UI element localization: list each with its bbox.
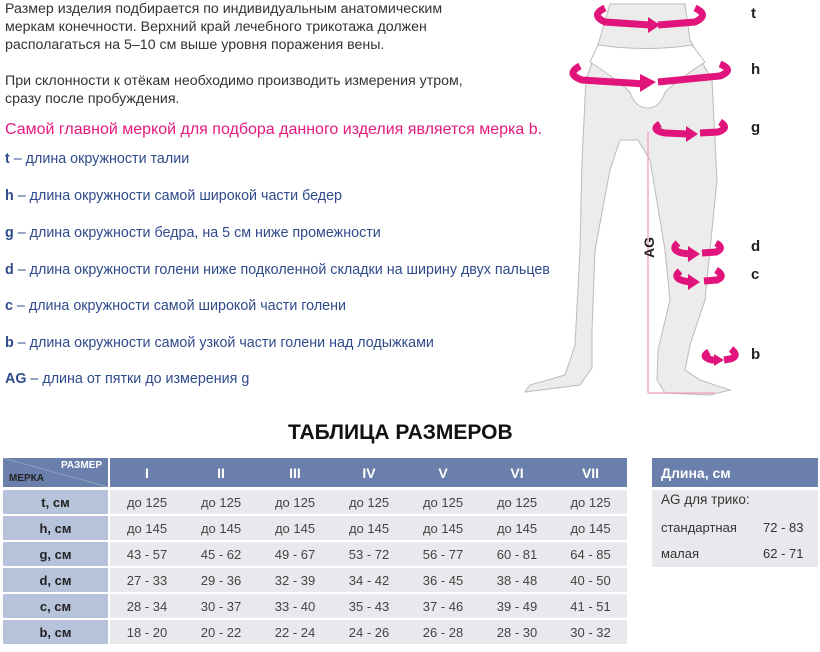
table-cell: 40 - 50 xyxy=(554,568,627,592)
measure-desc: – длина окружности бедра, на 5 см ниже п… xyxy=(13,225,381,241)
measure-key: AG xyxy=(5,371,27,387)
label-g: g xyxy=(751,119,761,136)
table-cell: до 145 xyxy=(184,516,258,540)
table-cell: до 125 xyxy=(406,490,480,514)
table-cell: 24 - 26 xyxy=(332,620,406,644)
table-cell: до 125 xyxy=(554,490,627,514)
table-cell: до 145 xyxy=(554,516,627,540)
intro-paragraph-2: При склонности к отёкам необходимо произ… xyxy=(5,73,463,107)
table-cell: до 125 xyxy=(332,490,406,514)
label-h: h xyxy=(751,61,761,78)
measure-desc: – длина окружности самой узкой части гол… xyxy=(13,335,434,351)
measure-desc: – длина окружности голени ниже подколенн… xyxy=(13,262,550,278)
corner-header: РАЗМЕР МЕРКА xyxy=(3,458,108,487)
table-cell: 49 - 67 xyxy=(258,542,332,566)
table-cell: до 145 xyxy=(258,516,332,540)
table-cell: 33 - 40 xyxy=(258,594,332,618)
measure-item-d: d – длина окружности голени ниже подколе… xyxy=(5,262,550,278)
table-cell: 32 - 39 xyxy=(258,568,332,592)
table-cell: 28 - 34 xyxy=(110,594,184,618)
table-cell: 28 - 30 xyxy=(480,620,554,644)
table-cell: до 125 xyxy=(184,490,258,514)
table-cell: 53 - 72 xyxy=(332,542,406,566)
label-d: d xyxy=(751,238,761,255)
length-header: Длина, см xyxy=(652,458,818,487)
table-cell: 26 - 28 xyxy=(406,620,480,644)
table-cell: 27 - 33 xyxy=(110,568,184,592)
table-cell: 37 - 46 xyxy=(406,594,480,618)
measure-item-b: b – длина окружности самой узкой части г… xyxy=(5,335,434,351)
row-label: c, см xyxy=(3,594,108,618)
highlight-note: Самой главной меркой для подбора данного… xyxy=(5,121,543,138)
row-label: b, см xyxy=(3,620,108,644)
row-label: h, см xyxy=(3,516,108,540)
row-label: t, см xyxy=(3,490,108,514)
length-body xyxy=(652,490,818,567)
measure-desc: – длина окружности самой широкой части б… xyxy=(13,188,342,204)
table-cell: 39 - 49 xyxy=(480,594,554,618)
size-header-IV: IV xyxy=(332,458,406,487)
table-cell: 30 - 37 xyxy=(184,594,258,618)
intro-paragraph-1: Размер изделия подбирается по индивидуал… xyxy=(5,1,443,53)
table-cell: 22 - 24 xyxy=(258,620,332,644)
table-cell: до 125 xyxy=(110,490,184,514)
table-cell: 20 - 22 xyxy=(184,620,258,644)
table-cell: 38 - 48 xyxy=(480,568,554,592)
length-value-1: 62 - 71 xyxy=(763,546,804,561)
table-cell: 60 - 81 xyxy=(480,542,554,566)
measure-key: h xyxy=(5,188,14,204)
table-cell: до 145 xyxy=(332,516,406,540)
measure-item-t: t – длина окружности талии xyxy=(5,151,189,167)
size-header-VI: VI xyxy=(480,458,554,487)
length-label-1: малая xyxy=(661,546,700,561)
size-header-II: II xyxy=(184,458,258,487)
table-cell: 29 - 36 xyxy=(184,568,258,592)
length-label-0: стандартная xyxy=(661,520,737,535)
corner-size: РАЗМЕР xyxy=(61,460,102,471)
measure-item-g: g – длина окружности бедра, на 5 см ниже… xyxy=(5,225,381,241)
measure-key: c xyxy=(5,298,13,314)
label-b: b xyxy=(751,346,761,363)
table-cell: 34 - 42 xyxy=(332,568,406,592)
table-cell: 35 - 43 xyxy=(332,594,406,618)
table-cell: до 125 xyxy=(480,490,554,514)
row-label: g, см xyxy=(3,542,108,566)
table-cell: до 145 xyxy=(480,516,554,540)
table-cell: 30 - 32 xyxy=(554,620,627,644)
measure-item-c: c – длина окружности самой широкой части… xyxy=(5,298,346,314)
measure-key: t xyxy=(5,151,10,167)
measure-item-h: h – длина окружности самой широкой части… xyxy=(5,188,342,204)
length-subtitle: AG для трико: xyxy=(661,492,750,507)
label-c: c xyxy=(751,266,760,283)
measure-key: b xyxy=(5,335,14,351)
length-value-0: 72 - 83 xyxy=(763,520,804,535)
table-title: ТАБЛИЦА РАЗМЕРОВ xyxy=(288,421,513,444)
table-cell: до 145 xyxy=(110,516,184,540)
table-cell: до 125 xyxy=(258,490,332,514)
table-cell: 56 - 77 xyxy=(406,542,480,566)
table-cell: 45 - 62 xyxy=(184,542,258,566)
size-header-III: III xyxy=(258,458,332,487)
table-cell: 36 - 45 xyxy=(406,568,480,592)
size-header-V: V xyxy=(406,458,480,487)
measure-desc: – длина окружности самой широкой части г… xyxy=(12,298,346,314)
table-cell: до 145 xyxy=(406,516,480,540)
table-cell: 41 - 51 xyxy=(554,594,627,618)
label-t: t xyxy=(751,5,756,22)
ag-label: AG xyxy=(641,237,657,258)
measure-desc: – длина окружности талии xyxy=(9,151,190,167)
measure-desc: – длина от пятки до измерения g xyxy=(26,371,250,387)
leg-illustration: AG xyxy=(523,3,739,396)
measure-key: g xyxy=(5,225,14,241)
size-header-I: I xyxy=(110,458,184,487)
table-cell: 18 - 20 xyxy=(110,620,184,644)
measure-key: d xyxy=(5,262,14,278)
corner-measure: МЕРКА xyxy=(9,473,44,484)
table-cell: 64 - 85 xyxy=(554,542,627,566)
size-header-VII: VII xyxy=(554,458,627,487)
measure-item-AG: AG – длина от пятки до измерения g xyxy=(5,371,249,387)
table-cell: 43 - 57 xyxy=(110,542,184,566)
row-label: d, см xyxy=(3,568,108,592)
